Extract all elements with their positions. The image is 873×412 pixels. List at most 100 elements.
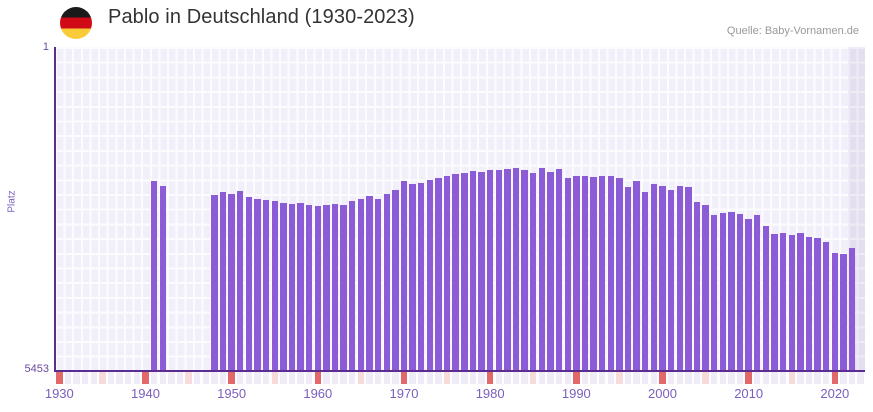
bar[interactable] xyxy=(555,168,563,370)
bar[interactable] xyxy=(762,225,770,370)
bar[interactable] xyxy=(409,184,416,370)
x-axis-labels: 1930 1940 1950 1960 1970 1980 1990 2000 2010 2020 xyxy=(45,386,865,406)
x-axis-tick xyxy=(81,372,89,384)
bar[interactable] xyxy=(314,205,322,370)
bar[interactable] xyxy=(237,190,244,370)
bar[interactable] xyxy=(495,170,502,370)
x-axis-tick xyxy=(495,372,502,384)
bar[interactable] xyxy=(435,177,442,370)
bar[interactable] xyxy=(814,238,821,370)
bar[interactable] xyxy=(745,219,752,370)
bar[interactable] xyxy=(469,170,477,370)
bar[interactable] xyxy=(228,193,235,370)
x-axis-tick xyxy=(418,372,425,384)
bar[interactable] xyxy=(297,202,304,370)
bar[interactable] xyxy=(788,234,795,370)
bar[interactable] xyxy=(840,254,847,370)
x-axis-tick xyxy=(538,372,546,384)
bar[interactable] xyxy=(719,213,727,370)
bar[interactable] xyxy=(426,179,434,370)
bar[interactable] xyxy=(366,195,373,370)
bar[interactable] xyxy=(779,233,787,370)
x-axis-tick xyxy=(693,372,701,384)
bar[interactable] xyxy=(254,198,261,370)
bar[interactable] xyxy=(633,181,640,370)
bar[interactable] xyxy=(573,175,580,370)
bar[interactable] xyxy=(305,205,313,370)
bar[interactable] xyxy=(530,172,537,370)
bar[interactable] xyxy=(340,204,347,370)
bar[interactable] xyxy=(590,177,597,370)
bar[interactable] xyxy=(710,214,718,370)
bar[interactable] xyxy=(607,176,614,370)
bar[interactable] xyxy=(245,196,253,370)
bar[interactable] xyxy=(754,214,761,370)
bar[interactable] xyxy=(538,168,546,370)
bar[interactable] xyxy=(349,200,356,370)
bar[interactable] xyxy=(823,241,830,370)
x-axis-tick xyxy=(797,372,804,384)
bar[interactable] xyxy=(150,181,158,370)
bar[interactable] xyxy=(357,198,365,370)
bar[interactable] xyxy=(443,176,451,370)
bar[interactable] xyxy=(736,214,744,370)
bar[interactable] xyxy=(547,172,554,370)
x-axis-tick xyxy=(107,372,115,384)
bar[interactable] xyxy=(624,186,632,370)
bar[interactable] xyxy=(452,174,459,370)
bar[interactable] xyxy=(331,203,339,370)
bar[interactable] xyxy=(323,204,330,370)
x-axis-tick xyxy=(228,372,235,384)
bar[interactable] xyxy=(598,175,606,370)
bar[interactable] xyxy=(383,194,390,370)
bar[interactable] xyxy=(280,203,287,370)
bar[interactable] xyxy=(771,233,778,370)
bar[interactable] xyxy=(461,173,468,370)
x-axis-tick xyxy=(581,372,589,384)
x-axis-label: 1980 xyxy=(475,386,505,401)
bar[interactable] xyxy=(374,198,382,370)
x-axis-tick xyxy=(349,372,356,384)
x-axis-tick xyxy=(331,372,339,384)
bar[interactable] xyxy=(271,201,278,370)
bar[interactable] xyxy=(667,190,675,370)
x-axis-tick xyxy=(193,372,201,384)
bar[interactable] xyxy=(219,191,227,370)
bar[interactable] xyxy=(211,195,218,370)
bar[interactable] xyxy=(478,171,485,370)
bar[interactable] xyxy=(521,169,528,370)
bar[interactable] xyxy=(159,185,166,370)
x-axis-tick xyxy=(719,372,727,384)
bar[interactable] xyxy=(642,191,649,370)
bar[interactable] xyxy=(616,178,623,370)
x-axis-tick xyxy=(823,372,830,384)
bar[interactable] xyxy=(728,211,735,370)
x-axis-tick xyxy=(116,372,123,384)
bar[interactable] xyxy=(805,236,813,370)
bar[interactable] xyxy=(831,253,839,370)
bar[interactable] xyxy=(659,186,666,370)
bar[interactable] xyxy=(702,205,709,370)
bar[interactable] xyxy=(564,178,571,370)
x-axis-tick xyxy=(530,372,537,384)
x-axis-tick xyxy=(642,372,649,384)
bar[interactable] xyxy=(288,204,296,370)
x-axis-tick xyxy=(340,372,347,384)
bar[interactable] xyxy=(650,184,658,370)
bar[interactable] xyxy=(400,181,408,370)
bar[interactable] xyxy=(581,176,589,370)
bar[interactable] xyxy=(512,168,520,370)
bar[interactable] xyxy=(392,190,399,370)
x-axis-tick xyxy=(685,372,692,384)
bar[interactable] xyxy=(693,201,701,370)
bar[interactable] xyxy=(848,247,856,370)
bar[interactable] xyxy=(676,185,683,370)
x-axis-label: 1930 xyxy=(44,386,74,401)
bar[interactable] xyxy=(418,183,425,370)
bar[interactable] xyxy=(685,186,692,370)
x-axis-tick xyxy=(374,372,382,384)
bar[interactable] xyxy=(797,233,804,370)
bar[interactable] xyxy=(262,200,270,370)
bar[interactable] xyxy=(486,169,494,370)
bar[interactable] xyxy=(504,168,511,370)
